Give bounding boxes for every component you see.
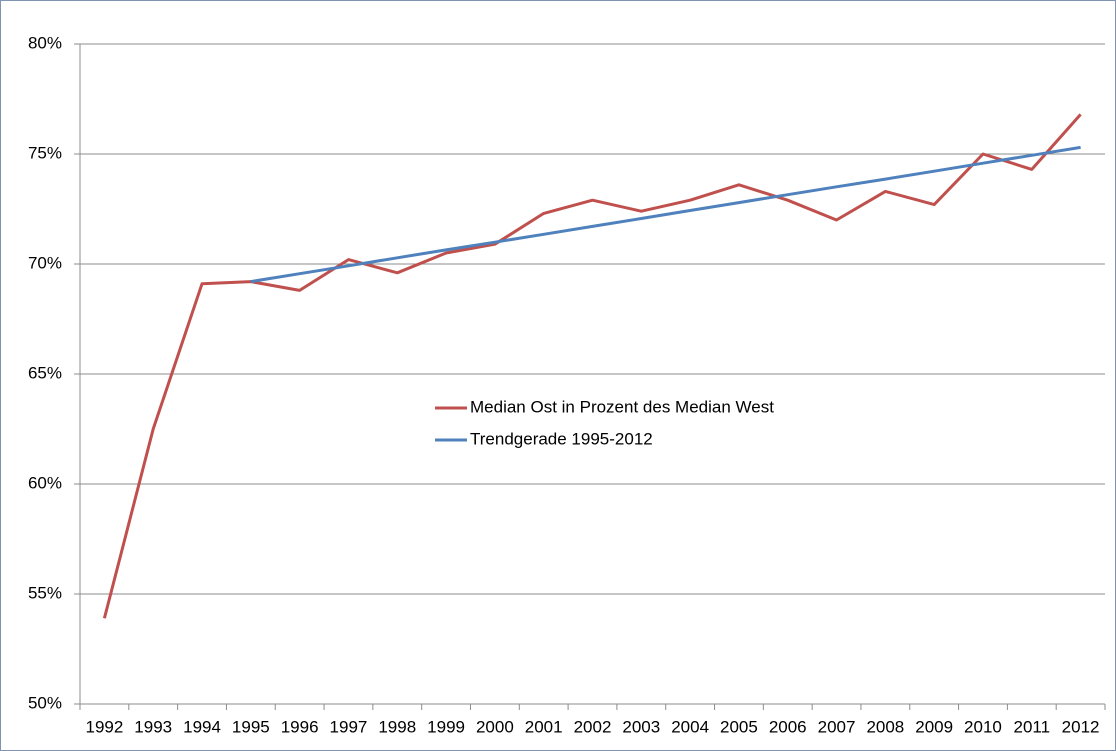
- y-tick-label: 55%: [28, 583, 62, 602]
- y-tick-label: 50%: [28, 693, 62, 712]
- x-tick-label: 2010: [964, 717, 1002, 736]
- data-line: [102, 113, 1082, 619]
- x-tick-label: 1997: [330, 717, 368, 736]
- y-tick-label: 80%: [28, 33, 62, 52]
- x-tick-label: 2003: [622, 717, 660, 736]
- x-tick-label: 1994: [183, 717, 221, 736]
- x-tick-label: 2001: [525, 717, 563, 736]
- x-tick-label: 2002: [574, 717, 612, 736]
- x-tick-label: 1992: [85, 717, 123, 736]
- y-tick-label: 60%: [28, 473, 62, 492]
- y-tick-label: 65%: [28, 363, 62, 382]
- x-tick-label: 1998: [378, 717, 416, 736]
- x-tick-label: 1999: [427, 717, 465, 736]
- x-tick-label: 2005: [720, 717, 758, 736]
- y-tick-label: 75%: [28, 143, 62, 162]
- x-tick-label: 1993: [134, 717, 172, 736]
- x-tick-label: 2009: [915, 717, 953, 736]
- data-line: [250, 145, 1081, 284]
- legend-label: Median Ost in Prozent des Median West: [470, 397, 774, 416]
- legend-label: Trendgerade 1995-2012: [470, 429, 653, 448]
- x-tick-label: 1996: [281, 717, 319, 736]
- x-tick-label: 2004: [671, 717, 709, 736]
- x-tick-label: 2007: [818, 717, 856, 736]
- x-tick-label: 2006: [769, 717, 807, 736]
- x-tick-label: 2000: [476, 717, 514, 736]
- y-tick-label: 70%: [28, 253, 62, 272]
- x-tick-label: 2008: [866, 717, 904, 736]
- x-tick-label: 2012: [1062, 717, 1100, 736]
- x-tick-label: 1995: [232, 717, 270, 736]
- x-tick-label: 2011: [1014, 717, 1051, 736]
